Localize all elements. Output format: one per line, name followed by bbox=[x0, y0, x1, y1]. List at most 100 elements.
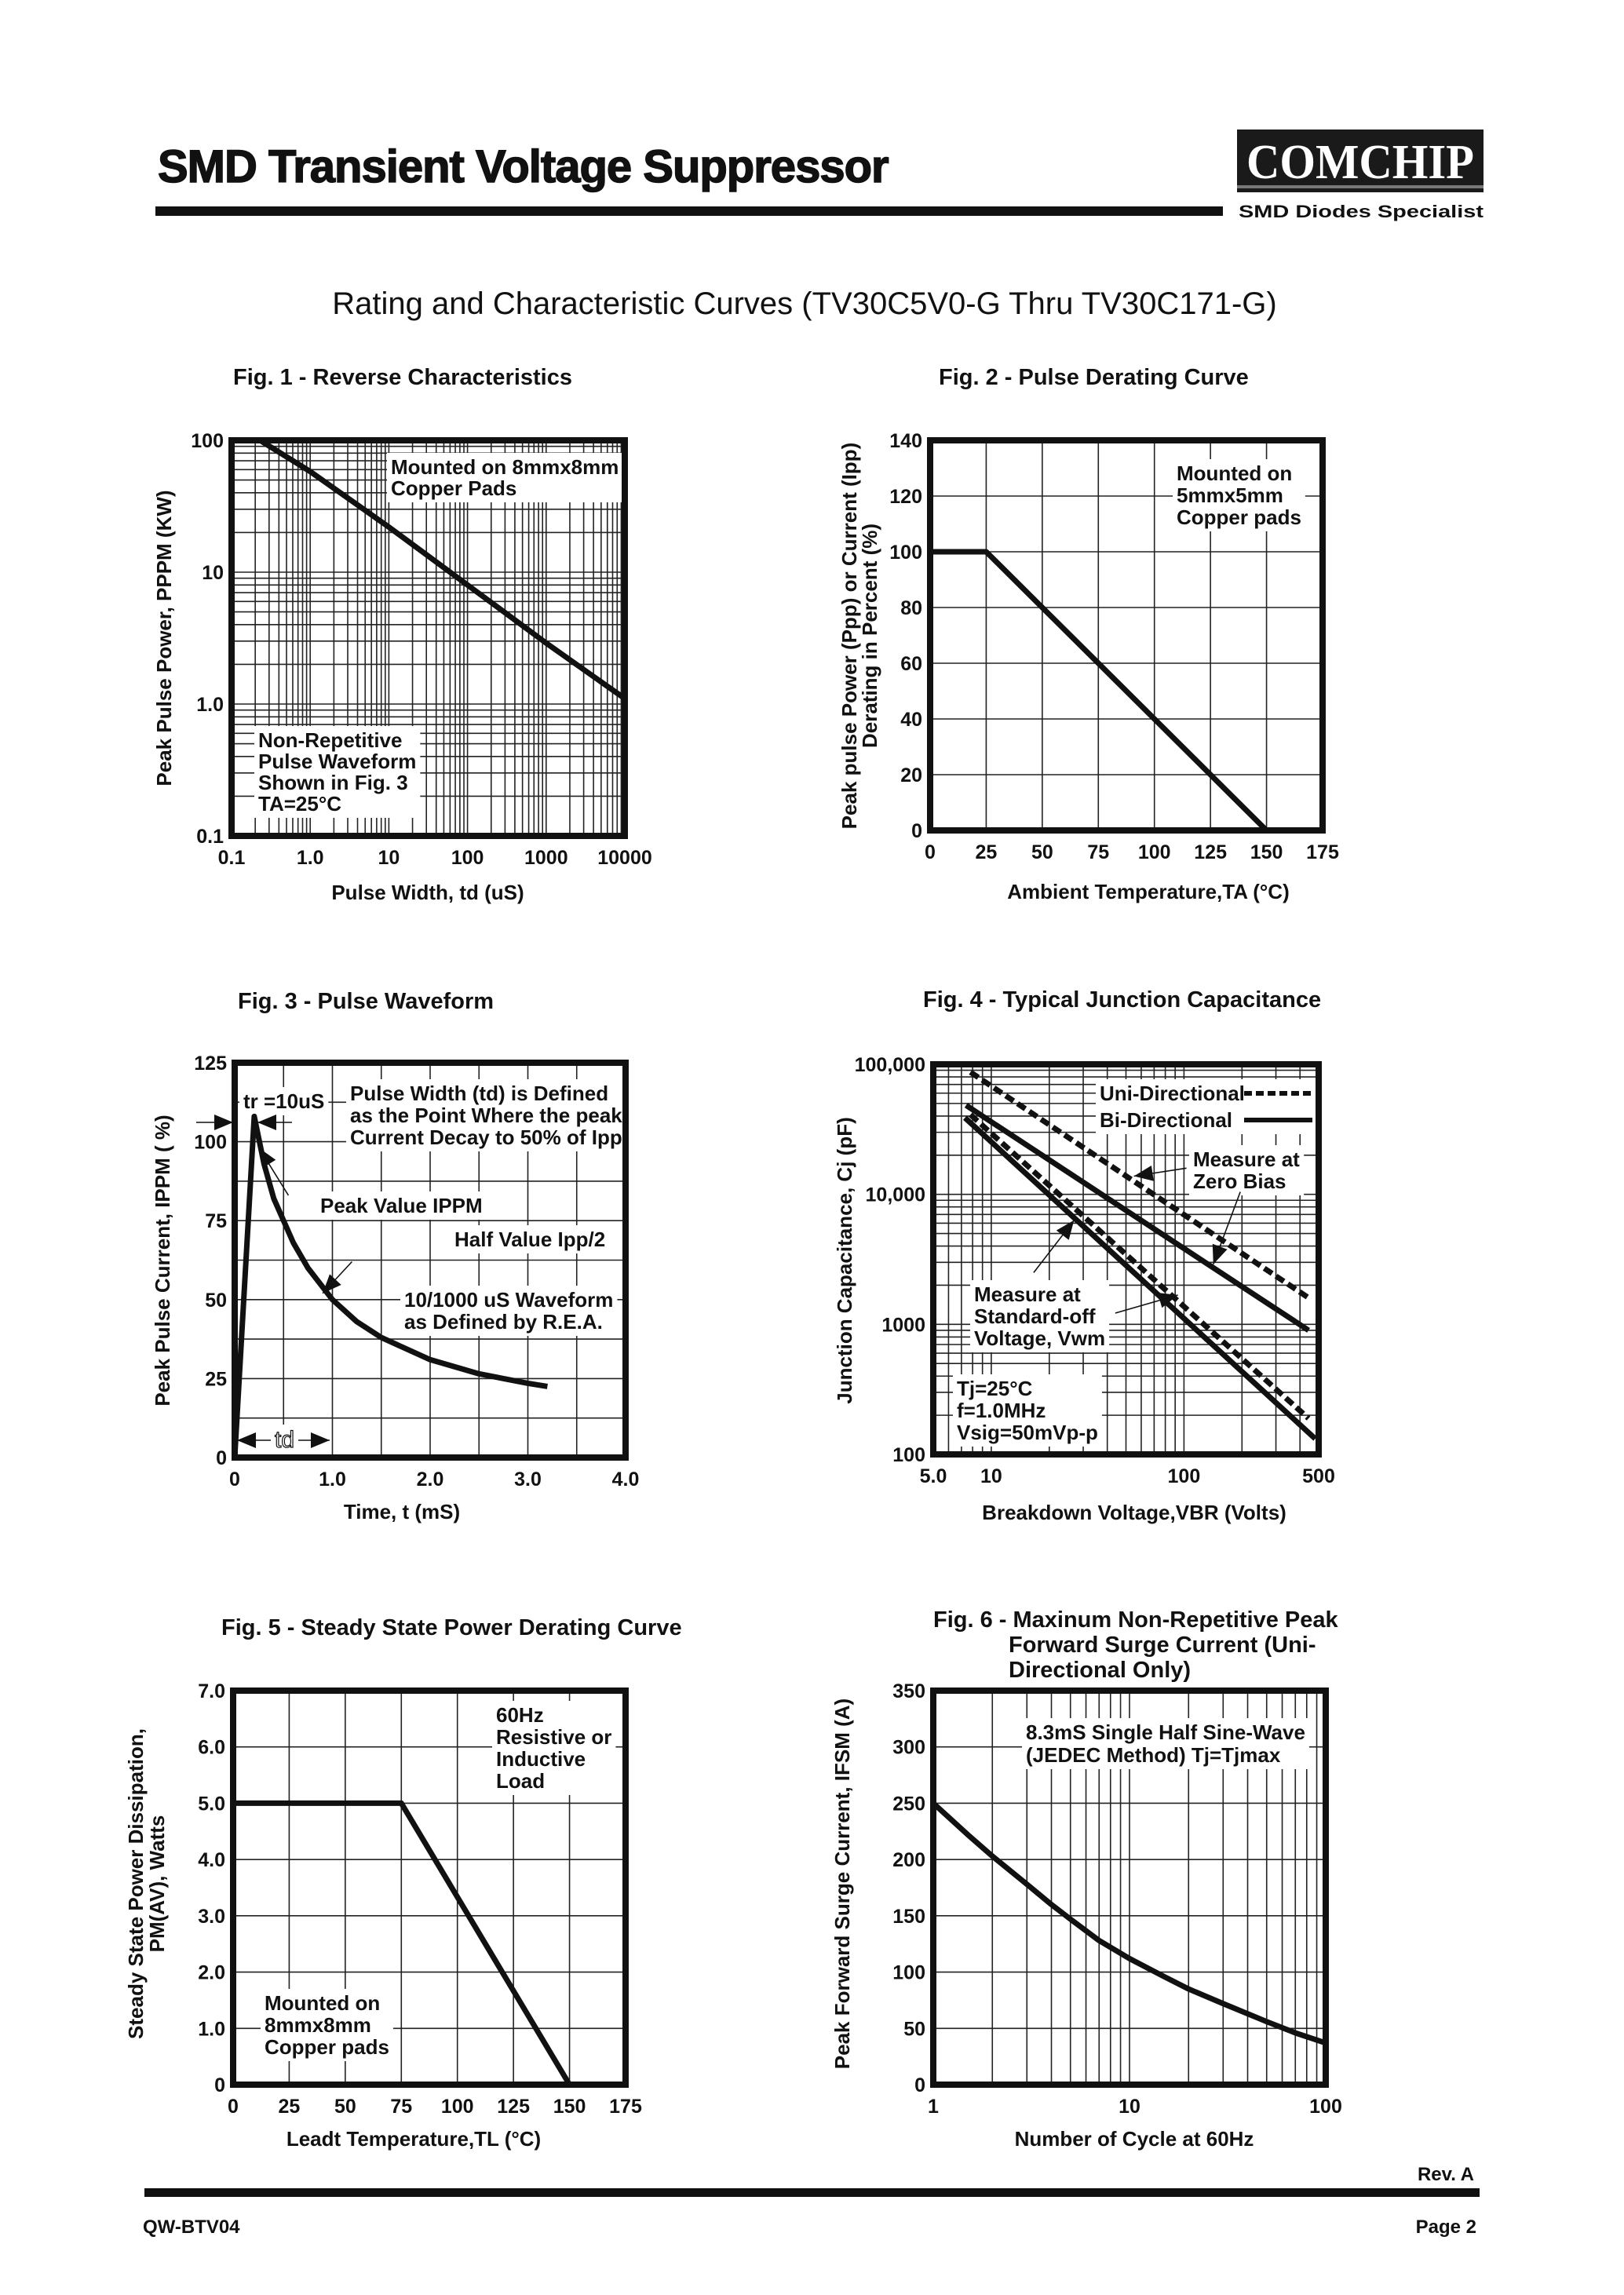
annotation-background bbox=[239, 1087, 329, 1115]
y-tick-label: 100 bbox=[892, 1962, 925, 1984]
y-tick-label: 7.0 bbox=[198, 1680, 225, 1702]
x-tick-label: 100 bbox=[451, 847, 484, 869]
y-tick-label: 350 bbox=[892, 1680, 925, 1702]
x-tick-label: 125 bbox=[497, 2096, 530, 2118]
y-tick-label: 50 bbox=[205, 1290, 227, 1312]
grid bbox=[930, 440, 1323, 830]
series-line-1 bbox=[931, 1801, 1327, 2046]
y-tick-label: 100 bbox=[889, 542, 922, 564]
annotation-line: Peak Value IPPM bbox=[320, 1194, 483, 1217]
arrowhead-icon bbox=[259, 1148, 276, 1169]
y-tick-label: 10 bbox=[202, 562, 224, 584]
x-tick-label: 100 bbox=[1168, 1465, 1201, 1487]
annotation-background bbox=[1173, 459, 1305, 531]
y-tick-label: 150 bbox=[892, 1906, 925, 1928]
annotation-background bbox=[970, 1280, 1110, 1352]
chart-fig-3: Fig. 3 - Pulse Waveform tr =10uS Pulse Wid… bbox=[151, 989, 639, 1523]
x-tick-label: 75 bbox=[1087, 841, 1109, 863]
arrowhead-icon bbox=[257, 1115, 276, 1130]
plot-frame bbox=[930, 1061, 1322, 1458]
annotation-background bbox=[451, 1225, 610, 1253]
x-tick-label: 1.0 bbox=[319, 1469, 346, 1490]
annotation: tr =10uS bbox=[239, 1087, 329, 1115]
annotation: Peak Value IPPM bbox=[316, 1191, 487, 1220]
y-tick-label: 5.0 bbox=[198, 1793, 225, 1815]
chart-fig-5: Fig. 5 - Steady State Power Derating Cur… bbox=[124, 1615, 682, 2151]
y-tick-label: 100 bbox=[892, 1444, 925, 1466]
y-tick-label: 25 bbox=[205, 1368, 227, 1390]
annotation-line: as the Point Where the peak bbox=[350, 1104, 622, 1127]
series-line-1 bbox=[232, 1113, 548, 1458]
x-tick-label: 500 bbox=[1302, 1465, 1335, 1487]
x-tick-label: 4.0 bbox=[612, 1469, 640, 1490]
legend-label: Uni-Directional bbox=[1100, 1082, 1245, 1105]
logo-tagline: SMD Diodes Specialist bbox=[1239, 202, 1484, 221]
annotation-line: 5mmx5mm bbox=[1177, 483, 1283, 507]
page-subtitle: Rating and Characteristic Curves (TV30C5… bbox=[332, 286, 1276, 321]
pointer-arrow bbox=[196, 1115, 233, 1130]
annotation-line: TA=25°C bbox=[258, 792, 341, 815]
x-tick-label: 5.0 bbox=[920, 1465, 947, 1487]
figure-title: Directional Only) bbox=[1009, 1658, 1191, 1683]
revision: Rev. A bbox=[1418, 2164, 1474, 2185]
arrowhead-icon bbox=[1056, 1220, 1075, 1240]
arrowhead-icon bbox=[311, 1432, 330, 1448]
annotation-line: Vsig=50mVp-p bbox=[957, 1421, 1098, 1444]
y-tick-label: 125 bbox=[194, 1053, 227, 1075]
annotation-background bbox=[953, 1374, 1102, 1447]
arrowhead-icon bbox=[1157, 1293, 1178, 1308]
annotation-line: as Defined by R.E.A. bbox=[404, 1310, 603, 1334]
annotation: td bbox=[271, 1425, 299, 1455]
y-tick-label: 20 bbox=[900, 764, 922, 786]
figure-title: Fig. 3 - Pulse Waveform bbox=[238, 989, 494, 1014]
annotation-line: Pulse Width (td) is Defined bbox=[350, 1082, 608, 1105]
x-tick-label: 1 bbox=[928, 2096, 939, 2118]
figure-title: Fig. 6 - Maxinum Non-Repetitive Peak bbox=[933, 1607, 1339, 1633]
annotation-line: Resistive or bbox=[496, 1725, 611, 1749]
x-tick-label: 3.0 bbox=[514, 1469, 542, 1490]
series-line-4 bbox=[962, 1115, 1318, 1441]
x-tick-label: 10 bbox=[1119, 2096, 1140, 2118]
y-axis-label: Steady State Power Dissipation, bbox=[124, 1728, 148, 2039]
annotation-line: Copper Pads bbox=[391, 476, 516, 500]
charts: Fig. 1 - Reverse Characteristics Mounted … bbox=[124, 365, 1342, 2151]
arrowhead-icon bbox=[214, 1115, 233, 1130]
annotation-line: 10/1000 uS Waveform bbox=[404, 1288, 613, 1312]
y-axis-label: Peak Pulse Current, IPPM ( %) bbox=[151, 1115, 174, 1406]
y-tick-label: 100,000 bbox=[855, 1054, 925, 1076]
chart-fig-1: Fig. 1 - Reverse Characteristics Mounted … bbox=[152, 365, 652, 904]
series-line-3 bbox=[969, 1112, 1311, 1421]
y-tick-label: 100 bbox=[191, 430, 224, 452]
annotation-line: Tj=25°C bbox=[957, 1377, 1033, 1400]
chart-fig-6: Fig. 6 - Maxinum Non-Repetitive PeakForw… bbox=[830, 1607, 1342, 2151]
pointer-arrow bbox=[237, 1432, 271, 1448]
annotation-line: Mounted on bbox=[1177, 462, 1292, 485]
y-tick-label: 0 bbox=[914, 2074, 925, 2096]
annotation-line: Measure at bbox=[1193, 1148, 1300, 1171]
plot-frame bbox=[930, 1688, 1329, 2088]
annotation-line: Copper pads bbox=[265, 2035, 389, 2059]
y-tick-label: 80 bbox=[900, 597, 922, 619]
annotation-line: Load bbox=[496, 1769, 545, 1793]
x-axis-label: Breakdown Voltage,VBR (Volts) bbox=[982, 1501, 1286, 1524]
y-tick-label: 250 bbox=[892, 1793, 925, 1815]
page-title: SMD Transient Voltage Suppressor bbox=[158, 141, 889, 192]
y-tick-label: 0 bbox=[911, 820, 922, 842]
annotation-line: Inductive bbox=[496, 1747, 586, 1771]
y-tick-label: 1.0 bbox=[198, 2018, 225, 2040]
pointer-arrow bbox=[1115, 1293, 1178, 1314]
y-tick-label: 0 bbox=[214, 2074, 225, 2096]
annotation-line: Copper pads bbox=[1177, 505, 1301, 529]
x-tick-label: 2.0 bbox=[417, 1469, 444, 1490]
x-tick-label: 175 bbox=[609, 2096, 642, 2118]
annotation-line: Half Value Ipp/2 bbox=[454, 1228, 605, 1251]
y-tick-label: 140 bbox=[889, 430, 922, 452]
